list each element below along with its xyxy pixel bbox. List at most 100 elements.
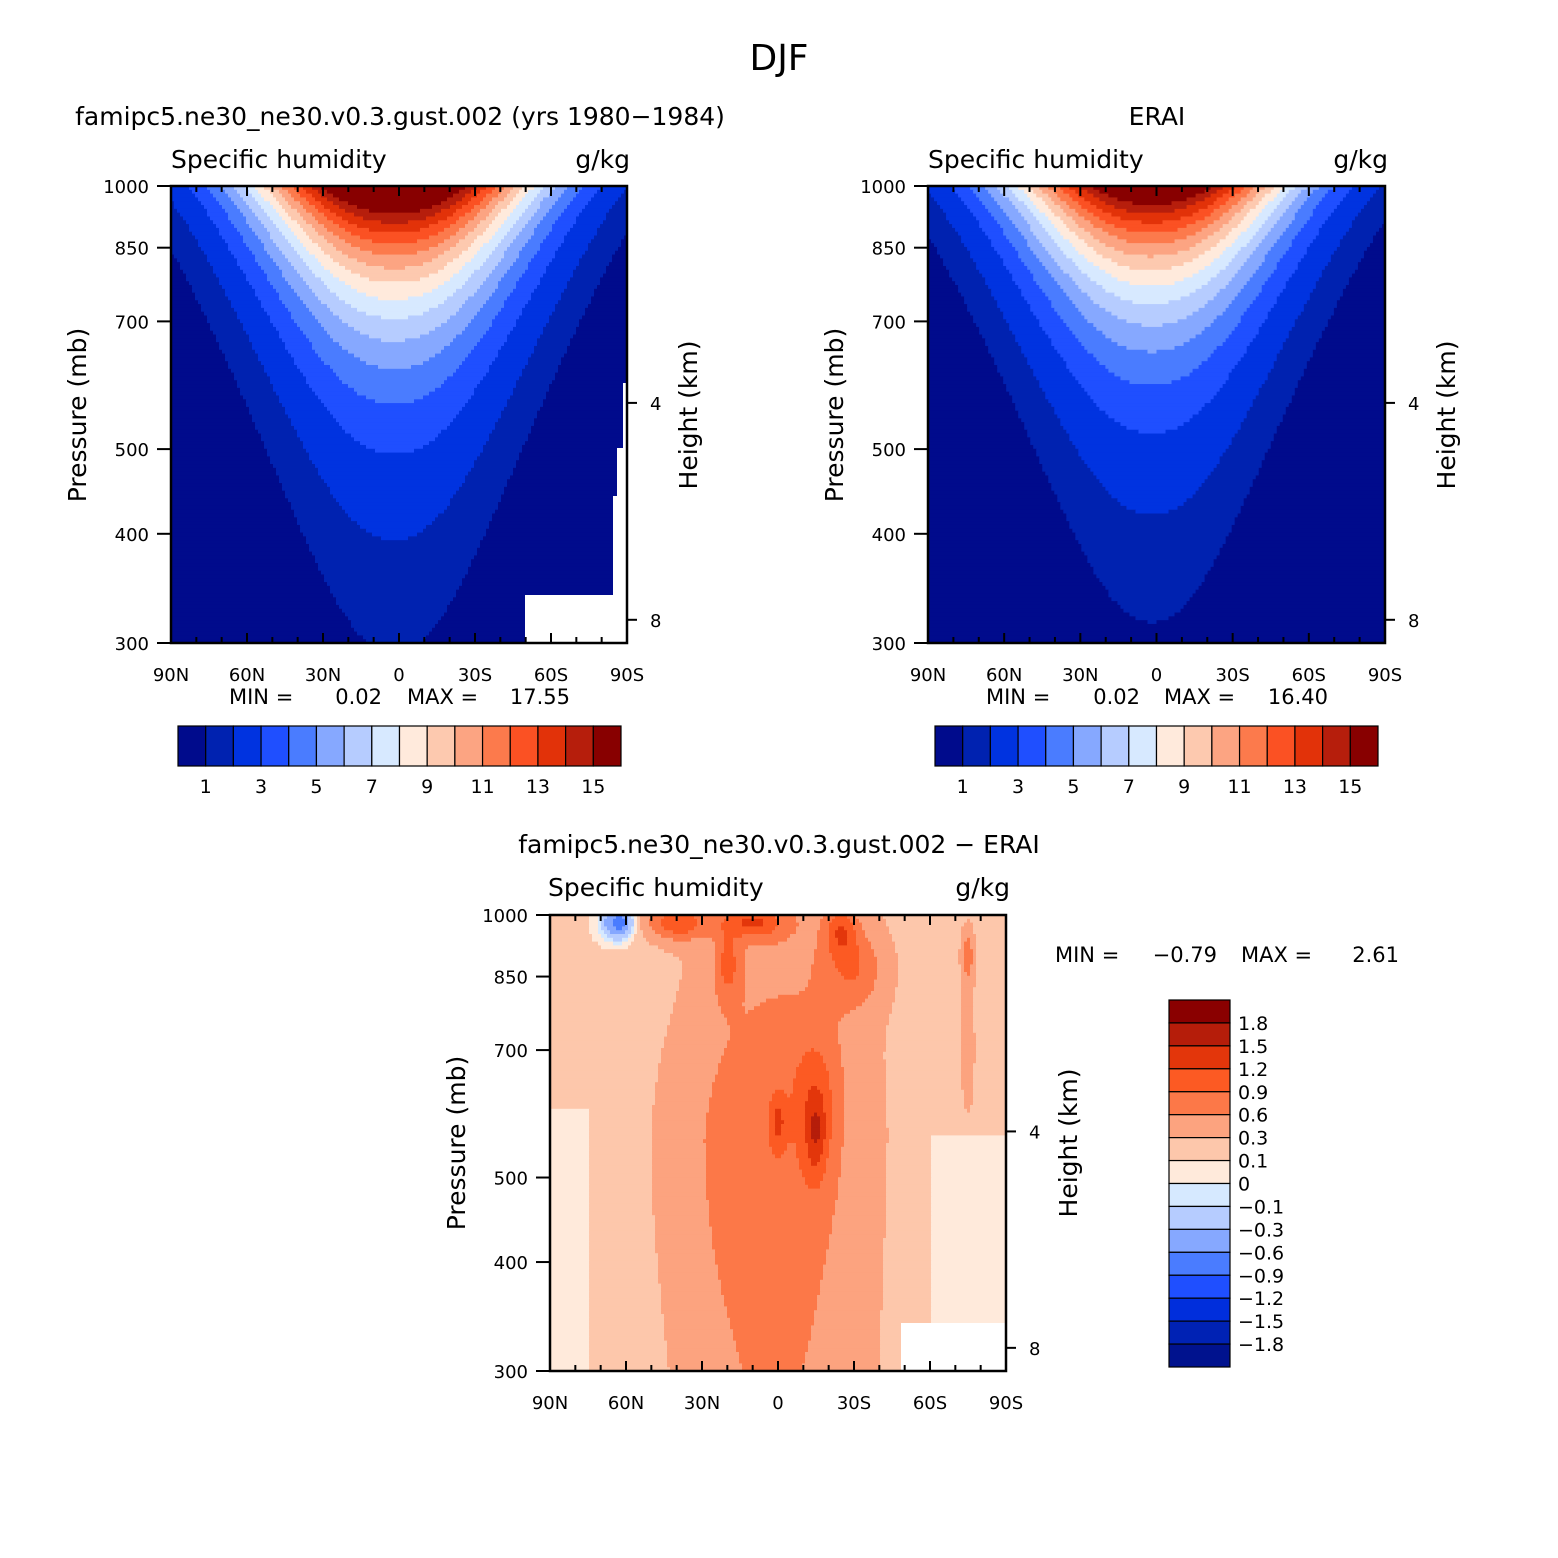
field-cell bbox=[781, 1131, 806, 1136]
field-cell bbox=[661, 922, 698, 927]
field-cell bbox=[1087, 292, 1116, 298]
field-cell bbox=[561, 243, 589, 248]
field-cell bbox=[730, 1321, 815, 1326]
field-cell bbox=[1279, 201, 1293, 206]
field-cell bbox=[198, 243, 229, 248]
field-cell bbox=[898, 983, 962, 988]
field-cell bbox=[652, 1207, 710, 1212]
field-cell bbox=[540, 201, 556, 206]
field-cell bbox=[1048, 296, 1070, 301]
field-cell bbox=[273, 285, 292, 290]
field-cell bbox=[1252, 479, 1385, 484]
field-cell bbox=[814, 956, 833, 962]
field-cell bbox=[967, 304, 998, 309]
field-cell bbox=[976, 968, 1006, 973]
field-cell bbox=[225, 189, 238, 195]
field-cell bbox=[706, 1173, 803, 1178]
field-cell bbox=[1135, 509, 1170, 515]
field-cell bbox=[928, 566, 1094, 572]
field-cell bbox=[694, 915, 728, 920]
field-cell bbox=[606, 269, 627, 275]
field-cell bbox=[796, 1146, 809, 1152]
field-cell bbox=[1294, 197, 1308, 202]
field-cell bbox=[970, 208, 989, 214]
field-cell bbox=[216, 273, 247, 278]
field-cell bbox=[931, 1162, 1006, 1167]
field-cell bbox=[652, 926, 665, 931]
field-cell bbox=[640, 915, 653, 920]
field-cell bbox=[474, 387, 514, 393]
field-cell bbox=[589, 1158, 653, 1163]
colorbar-swatch bbox=[1168, 999, 1231, 1024]
field-cell bbox=[450, 205, 463, 210]
field-cell bbox=[1339, 201, 1368, 206]
max-label: MAX = bbox=[1164, 685, 1235, 709]
field-cell bbox=[498, 212, 511, 218]
field-cell bbox=[1264, 281, 1287, 286]
field-cell bbox=[958, 285, 989, 290]
field-cell bbox=[883, 1055, 962, 1060]
field-cell bbox=[550, 1006, 674, 1011]
field-cell bbox=[276, 224, 289, 229]
field-cell bbox=[498, 193, 508, 199]
field-cell bbox=[814, 1139, 818, 1144]
field-cell bbox=[589, 1325, 665, 1330]
field-cell bbox=[240, 231, 256, 237]
field-cell bbox=[664, 1044, 728, 1049]
field-cell bbox=[994, 357, 1028, 362]
field-cell bbox=[513, 326, 544, 332]
field-cell bbox=[829, 1143, 845, 1148]
field-cell bbox=[721, 972, 734, 977]
field-cell bbox=[594, 193, 622, 199]
field-cell bbox=[997, 364, 1031, 370]
field-cell bbox=[799, 1063, 827, 1068]
field-cell bbox=[474, 464, 517, 469]
field-cell bbox=[279, 292, 298, 298]
field-cell bbox=[550, 1040, 665, 1045]
field-cell bbox=[249, 246, 265, 252]
field-cell bbox=[973, 922, 1006, 927]
field-cell bbox=[276, 326, 301, 332]
field-cell bbox=[1084, 345, 1128, 351]
field-cell bbox=[1204, 189, 1218, 195]
field-cell bbox=[928, 246, 938, 252]
field-cell bbox=[1198, 486, 1251, 492]
field-cell bbox=[279, 330, 304, 336]
field-cell bbox=[528, 300, 559, 305]
field-cell bbox=[1303, 304, 1338, 309]
field-cell bbox=[285, 277, 304, 282]
y2-tick-label: 8 bbox=[1408, 611, 1419, 632]
field-cell bbox=[1204, 197, 1218, 202]
missing-data-mask bbox=[525, 383, 627, 643]
field-cell bbox=[796, 930, 818, 935]
field-cell bbox=[1255, 296, 1278, 301]
field-cell bbox=[456, 208, 472, 214]
field-cell bbox=[1015, 246, 1031, 252]
field-cell bbox=[1267, 376, 1302, 381]
field-cell bbox=[1249, 342, 1284, 347]
field-cell bbox=[1312, 208, 1335, 214]
field-cell bbox=[300, 437, 355, 442]
field-cell bbox=[324, 212, 337, 218]
field-cell bbox=[886, 1203, 932, 1209]
field-cell bbox=[895, 998, 962, 1003]
field-cell bbox=[928, 585, 1106, 591]
field-cell bbox=[309, 547, 478, 553]
field-cell bbox=[1240, 315, 1269, 320]
field-cell bbox=[1267, 372, 1305, 378]
field-cell bbox=[330, 288, 358, 294]
field-cell bbox=[1309, 296, 1341, 301]
field-cell bbox=[546, 395, 627, 400]
field-cell bbox=[1003, 227, 1019, 233]
field-cell bbox=[576, 220, 604, 225]
field-cell bbox=[1297, 193, 1311, 199]
field-cell bbox=[823, 1268, 884, 1273]
field-cell bbox=[1327, 216, 1356, 221]
field-cell bbox=[598, 930, 605, 935]
field-cell bbox=[447, 216, 460, 221]
field-cell bbox=[336, 246, 361, 252]
field-cell bbox=[1318, 338, 1385, 343]
field-cell bbox=[243, 395, 280, 400]
field-cell bbox=[811, 1127, 821, 1133]
field-cell bbox=[1285, 410, 1385, 416]
